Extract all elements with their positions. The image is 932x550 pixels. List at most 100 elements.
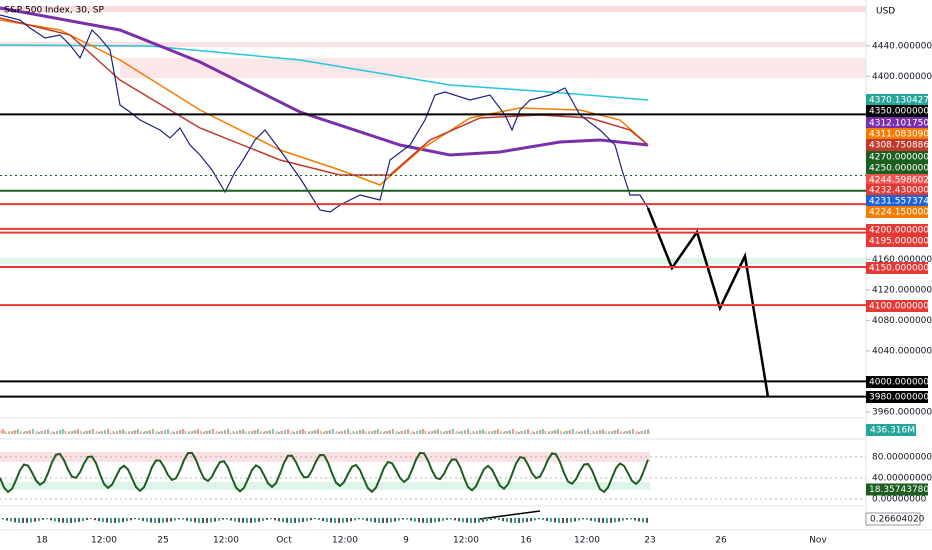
volume-bar [311,431,313,434]
macd-bar [94,518,96,521]
volume-bar [110,433,112,434]
volume-bar [413,432,415,434]
volume-bar [227,429,229,434]
macd-bar [330,518,332,523]
volume-bar [287,429,289,434]
volume-bar [353,432,355,434]
macd-bar [350,518,352,522]
volume-bar [470,433,472,434]
volume-bar [170,433,172,434]
volume-bar [320,433,322,434]
x-tick-label: 12:00 [91,536,117,546]
chart-title: S&P 500 Index, 30, SP [4,6,104,16]
volume-bar [365,433,367,434]
volume-bar [626,431,628,434]
macd-bar [78,518,80,522]
volume-bar [422,429,424,434]
zone [120,58,866,78]
volume-bar [203,432,205,434]
volume-bar [119,430,121,434]
volume-bar [98,432,100,434]
x-tick-label: 25 [157,536,168,546]
macd-bar [390,518,392,523]
volume-bar [557,429,559,434]
macd-bar [30,518,32,523]
volume-bar [512,429,514,434]
volume-bar [191,431,193,434]
macd-bar [22,518,24,523]
rsi-tag [866,483,928,496]
macd-bar [430,518,432,523]
volume-bar [92,429,94,434]
volume-bar [116,431,118,434]
macd-bar [38,518,40,521]
volume-bar [131,431,133,434]
macd-bar [642,518,644,523]
price-tag [866,174,928,186]
volume-bar [347,429,349,434]
volume-bar [194,430,196,434]
volume-bar [50,433,52,434]
price-tag-label: 4312.10175000 [869,119,932,129]
macd-bar [302,518,304,523]
macd-bar [130,518,132,521]
y-tick-label: 4160.00000000 [872,255,932,265]
price-tag [866,105,928,117]
macd-bar [550,518,552,522]
macd-bar [230,518,232,521]
volume-bar [578,432,580,434]
macd-bar [370,518,372,522]
volume-bar [65,433,67,434]
volume-bar [14,430,16,434]
divergence-line [479,510,541,520]
volume-bar [53,432,55,434]
volume-bar [494,430,496,434]
volume-bar [167,429,169,434]
volume-bar [299,430,301,434]
y-tick-label: 3960.00000000 [872,407,932,417]
macd-label: 0.26604020 [870,515,925,525]
volume-bar [482,429,484,434]
macd-bar [342,518,344,523]
macd-bar [574,518,576,522]
macd-bar [394,518,396,522]
volume-bar [506,431,508,434]
volume-bar [269,430,271,434]
macd-bar [422,518,424,523]
volume-bar [569,430,571,434]
volume-bar [635,433,637,434]
volume-bar [281,431,283,434]
volume-bar [329,430,331,434]
volume-bar [371,431,373,434]
macd-bar [418,518,420,523]
zone [0,6,866,12]
price-tag [866,184,928,196]
macd-bar [326,518,328,522]
macd-bar [306,518,308,522]
volume-bar [278,432,280,434]
volume-bar [323,432,325,434]
price-tag-label: 4232.43000000 [869,186,932,196]
rsi-zone [0,482,650,490]
volume-bar [134,430,136,434]
macd-bar [478,518,480,523]
volume-bar [548,432,550,434]
volume-bar [248,432,250,434]
macd-bar [630,518,632,520]
volume-bar [44,430,46,434]
macd-bar [454,518,456,521]
macd-bar [610,518,612,523]
macd-bar [638,518,640,522]
volume-bar [515,433,517,434]
volume-bar [101,431,103,434]
volume-bar [128,432,130,434]
macd-bar [86,518,88,521]
volume-bar [446,431,448,434]
volume-bar [632,429,634,434]
macd-bar [386,518,388,523]
volume-bar [17,429,19,434]
macd-bar [246,518,248,523]
volume-bar [437,429,439,434]
volume-bar [239,430,241,434]
volume-bar [491,431,493,434]
